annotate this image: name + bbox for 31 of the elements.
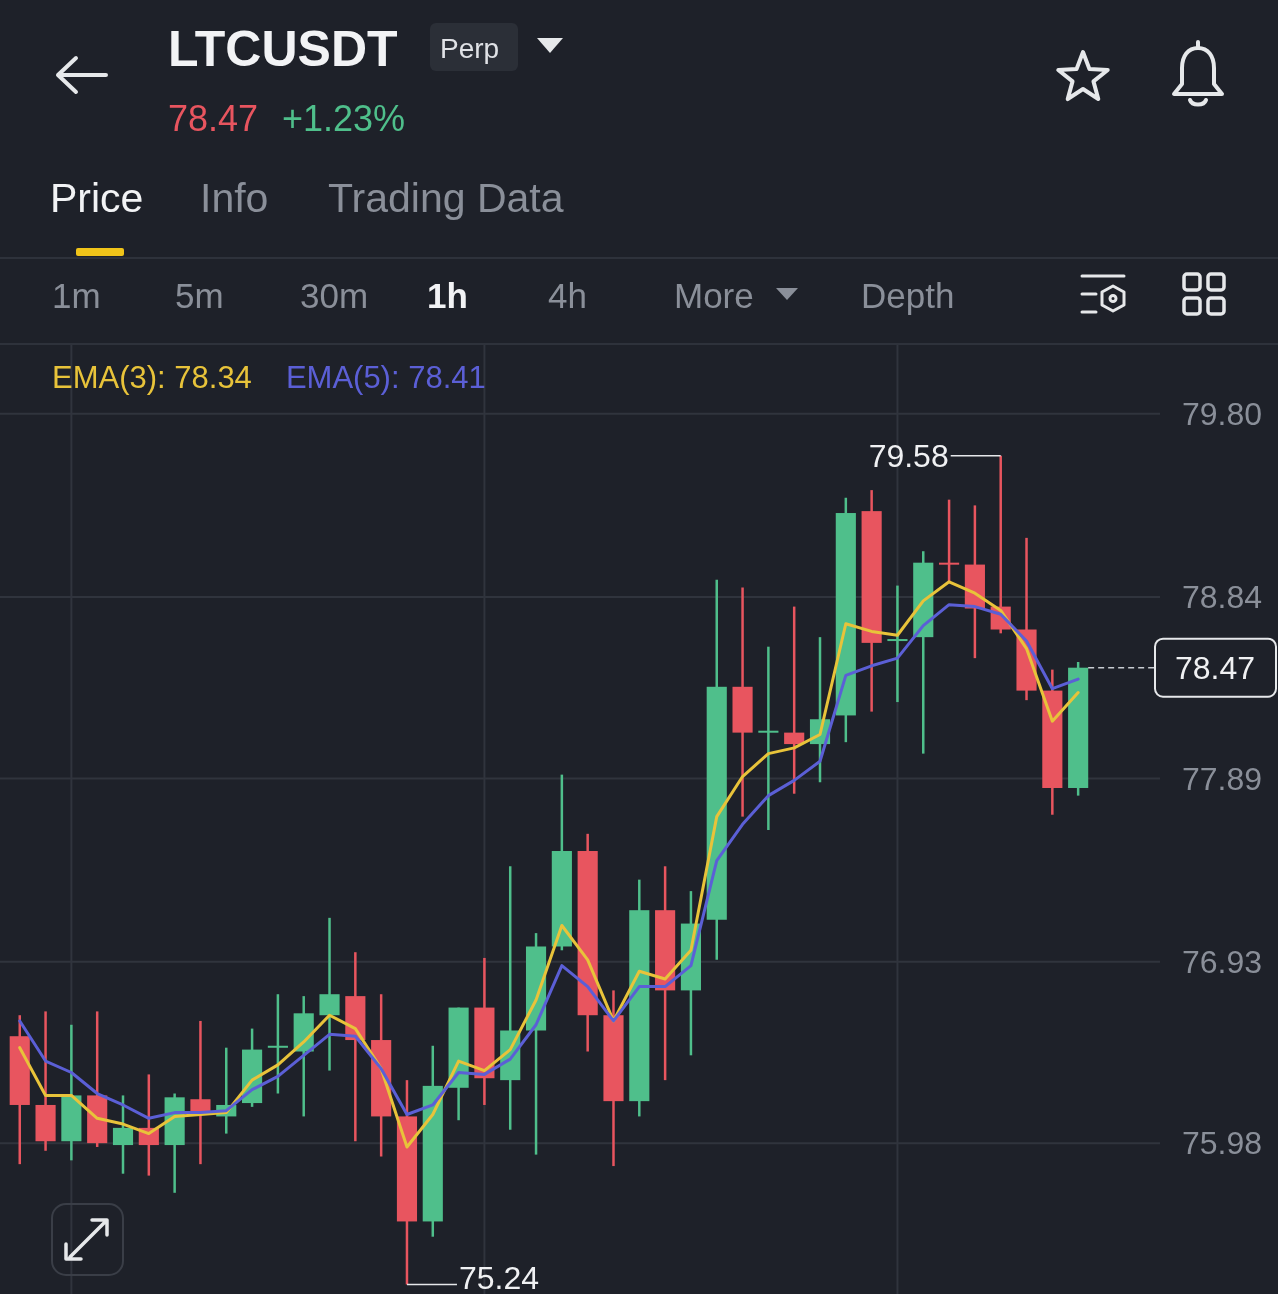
candlestick bbox=[319, 916, 340, 1072]
text: 1h bbox=[427, 276, 468, 316]
text: 30m bbox=[300, 276, 369, 316]
text: 4h bbox=[548, 276, 587, 316]
annotation: 75.24 bbox=[458, 1260, 540, 1294]
text: EMA(3): 78.34 bbox=[52, 359, 252, 395]
y-tick-label: 75.98 bbox=[1181, 1125, 1262, 1162]
candlestick bbox=[190, 1019, 211, 1166]
y-tick-label: 76.93 bbox=[1181, 943, 1262, 980]
candlestick bbox=[267, 992, 288, 1095]
text: 78.47 bbox=[168, 97, 259, 139]
text: More bbox=[674, 276, 754, 316]
candlestick bbox=[887, 584, 908, 704]
candlestick bbox=[784, 605, 805, 795]
text: 5m bbox=[175, 276, 224, 316]
text: +1.23% bbox=[282, 97, 406, 139]
y-tick-label: 78.84 bbox=[1181, 579, 1262, 616]
text: 1m bbox=[52, 276, 101, 316]
text: Info bbox=[200, 175, 269, 222]
text: Depth bbox=[861, 276, 955, 316]
annotation: 79.58 bbox=[868, 437, 949, 474]
y-tick-label: 77.89 bbox=[1181, 760, 1262, 797]
chart-title: LTCUSDT bbox=[168, 20, 398, 77]
ref-line-label: 78.47 bbox=[1174, 649, 1256, 686]
text: Perp bbox=[440, 32, 500, 64]
y-tick-label: 79.80 bbox=[1181, 395, 1262, 432]
text: EMA(5): 78.41 bbox=[285, 359, 486, 395]
candlestick bbox=[112, 1094, 134, 1175]
candlestick bbox=[758, 645, 779, 832]
text: Trading Data bbox=[328, 175, 564, 222]
text: Price bbox=[50, 175, 144, 222]
